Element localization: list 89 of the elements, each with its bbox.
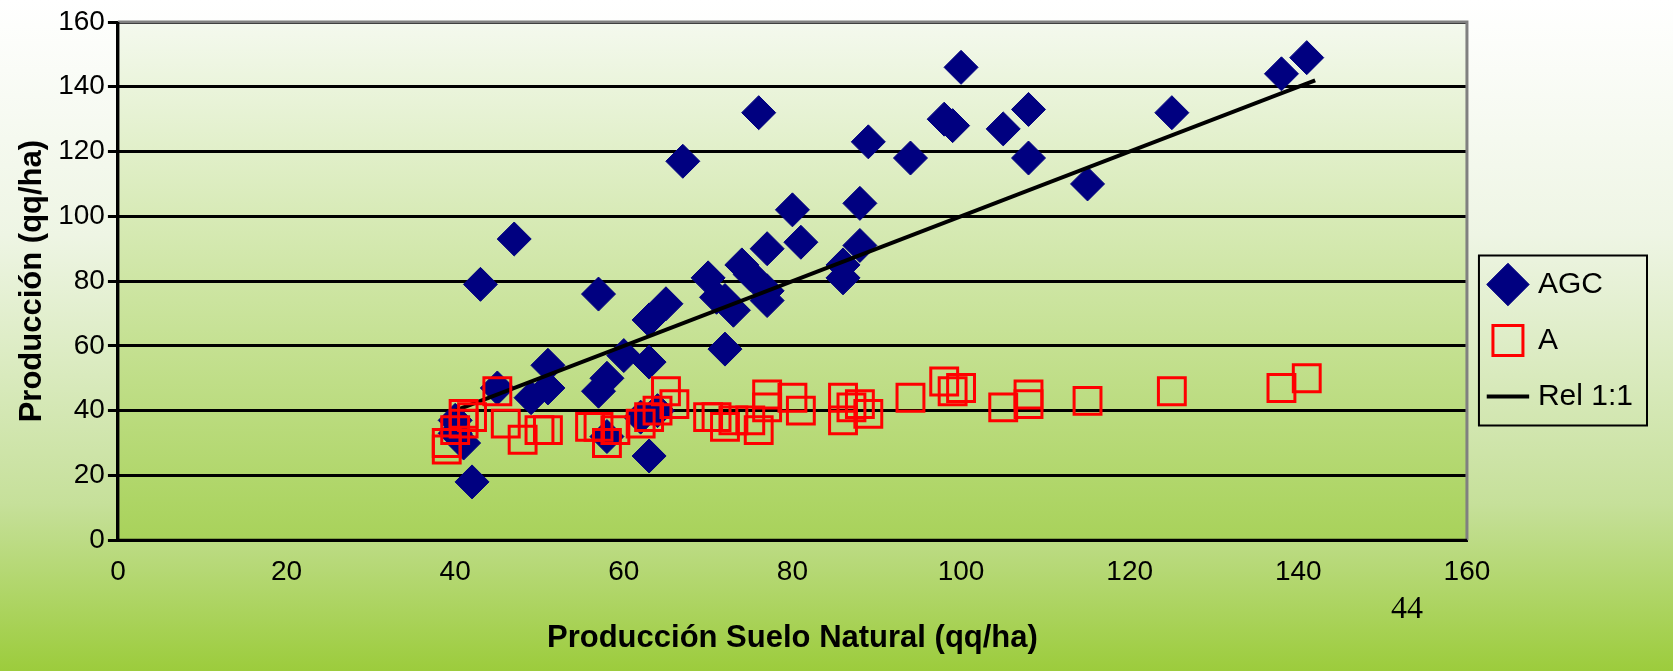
x-tick-label: 140 xyxy=(1274,554,1322,586)
point xyxy=(651,376,681,407)
point xyxy=(1013,389,1044,420)
point xyxy=(777,382,808,413)
point xyxy=(490,408,521,439)
point xyxy=(462,266,498,302)
point xyxy=(496,221,532,257)
point xyxy=(431,434,462,465)
point xyxy=(482,376,513,407)
point xyxy=(1072,386,1103,416)
point xyxy=(457,402,487,433)
y-tick-label: 100 xyxy=(58,199,105,231)
point xyxy=(431,428,462,458)
point xyxy=(448,408,479,439)
x-tick-label: 40 xyxy=(439,554,471,586)
y-tick-label: 40 xyxy=(73,393,105,425)
point xyxy=(625,408,656,439)
point xyxy=(507,424,538,455)
x-tick-label: 60 xyxy=(608,554,640,586)
point xyxy=(701,402,732,433)
point xyxy=(844,389,875,420)
point xyxy=(1266,373,1297,403)
text: 44 xyxy=(1391,589,1423,626)
point xyxy=(710,411,740,442)
point xyxy=(718,405,749,436)
point xyxy=(783,224,819,260)
point xyxy=(1011,140,1047,176)
point xyxy=(1289,40,1325,76)
point xyxy=(943,49,979,85)
point xyxy=(659,389,690,420)
x-axis-title: Producción Suelo Natural (qq/ha) xyxy=(546,618,1038,654)
point xyxy=(892,140,928,176)
point xyxy=(828,405,858,436)
point xyxy=(693,402,724,433)
y-axis-title: Producción (qq/ha) xyxy=(13,139,49,423)
x-tick-label: 160 xyxy=(1443,554,1491,586)
y-tick-label: 140 xyxy=(58,69,105,101)
point xyxy=(1156,376,1187,407)
point xyxy=(634,402,665,433)
point xyxy=(895,382,926,413)
point xyxy=(707,331,743,367)
point xyxy=(454,464,490,500)
point xyxy=(1013,379,1044,410)
point xyxy=(937,376,968,407)
point xyxy=(735,405,766,436)
point xyxy=(741,95,777,131)
x-tick-label: 0 xyxy=(110,554,126,586)
y-tick-label: 60 xyxy=(73,328,105,360)
y-tick-label: 0 xyxy=(89,522,105,554)
x-tick-label: 80 xyxy=(776,554,809,586)
point xyxy=(1263,56,1299,92)
point xyxy=(1011,91,1047,127)
y-tick-label: 20 xyxy=(73,458,105,490)
point xyxy=(648,286,684,322)
x-tick-label: 100 xyxy=(937,554,985,586)
point xyxy=(785,395,816,426)
point xyxy=(988,392,1019,423)
point xyxy=(752,379,783,410)
point xyxy=(946,373,976,403)
x-tick-label: 20 xyxy=(270,554,303,586)
y-tick-label: 80 xyxy=(73,263,105,295)
point xyxy=(532,415,563,446)
legend-label: Rel 1:1 xyxy=(1537,377,1634,411)
point xyxy=(1070,166,1106,202)
y-tick-label: 120 xyxy=(58,134,105,166)
point xyxy=(828,382,858,413)
point xyxy=(631,344,667,380)
point xyxy=(853,398,884,429)
point xyxy=(743,415,774,446)
point xyxy=(752,392,783,423)
point xyxy=(929,366,960,397)
point xyxy=(665,143,701,179)
point xyxy=(631,438,667,474)
point xyxy=(842,185,878,221)
point xyxy=(581,276,617,312)
point xyxy=(448,398,479,429)
point xyxy=(985,111,1021,147)
point xyxy=(774,192,810,228)
legend-label: AGC xyxy=(1537,265,1603,299)
y-tick-label: 160 xyxy=(58,4,105,36)
point xyxy=(850,124,886,160)
point xyxy=(749,231,785,267)
legend-label: A xyxy=(1537,321,1558,355)
point xyxy=(836,392,867,423)
point xyxy=(1154,95,1190,131)
x-tick-label: 120 xyxy=(1106,554,1154,586)
point xyxy=(524,415,555,446)
point xyxy=(1291,363,1322,394)
point xyxy=(631,302,667,338)
